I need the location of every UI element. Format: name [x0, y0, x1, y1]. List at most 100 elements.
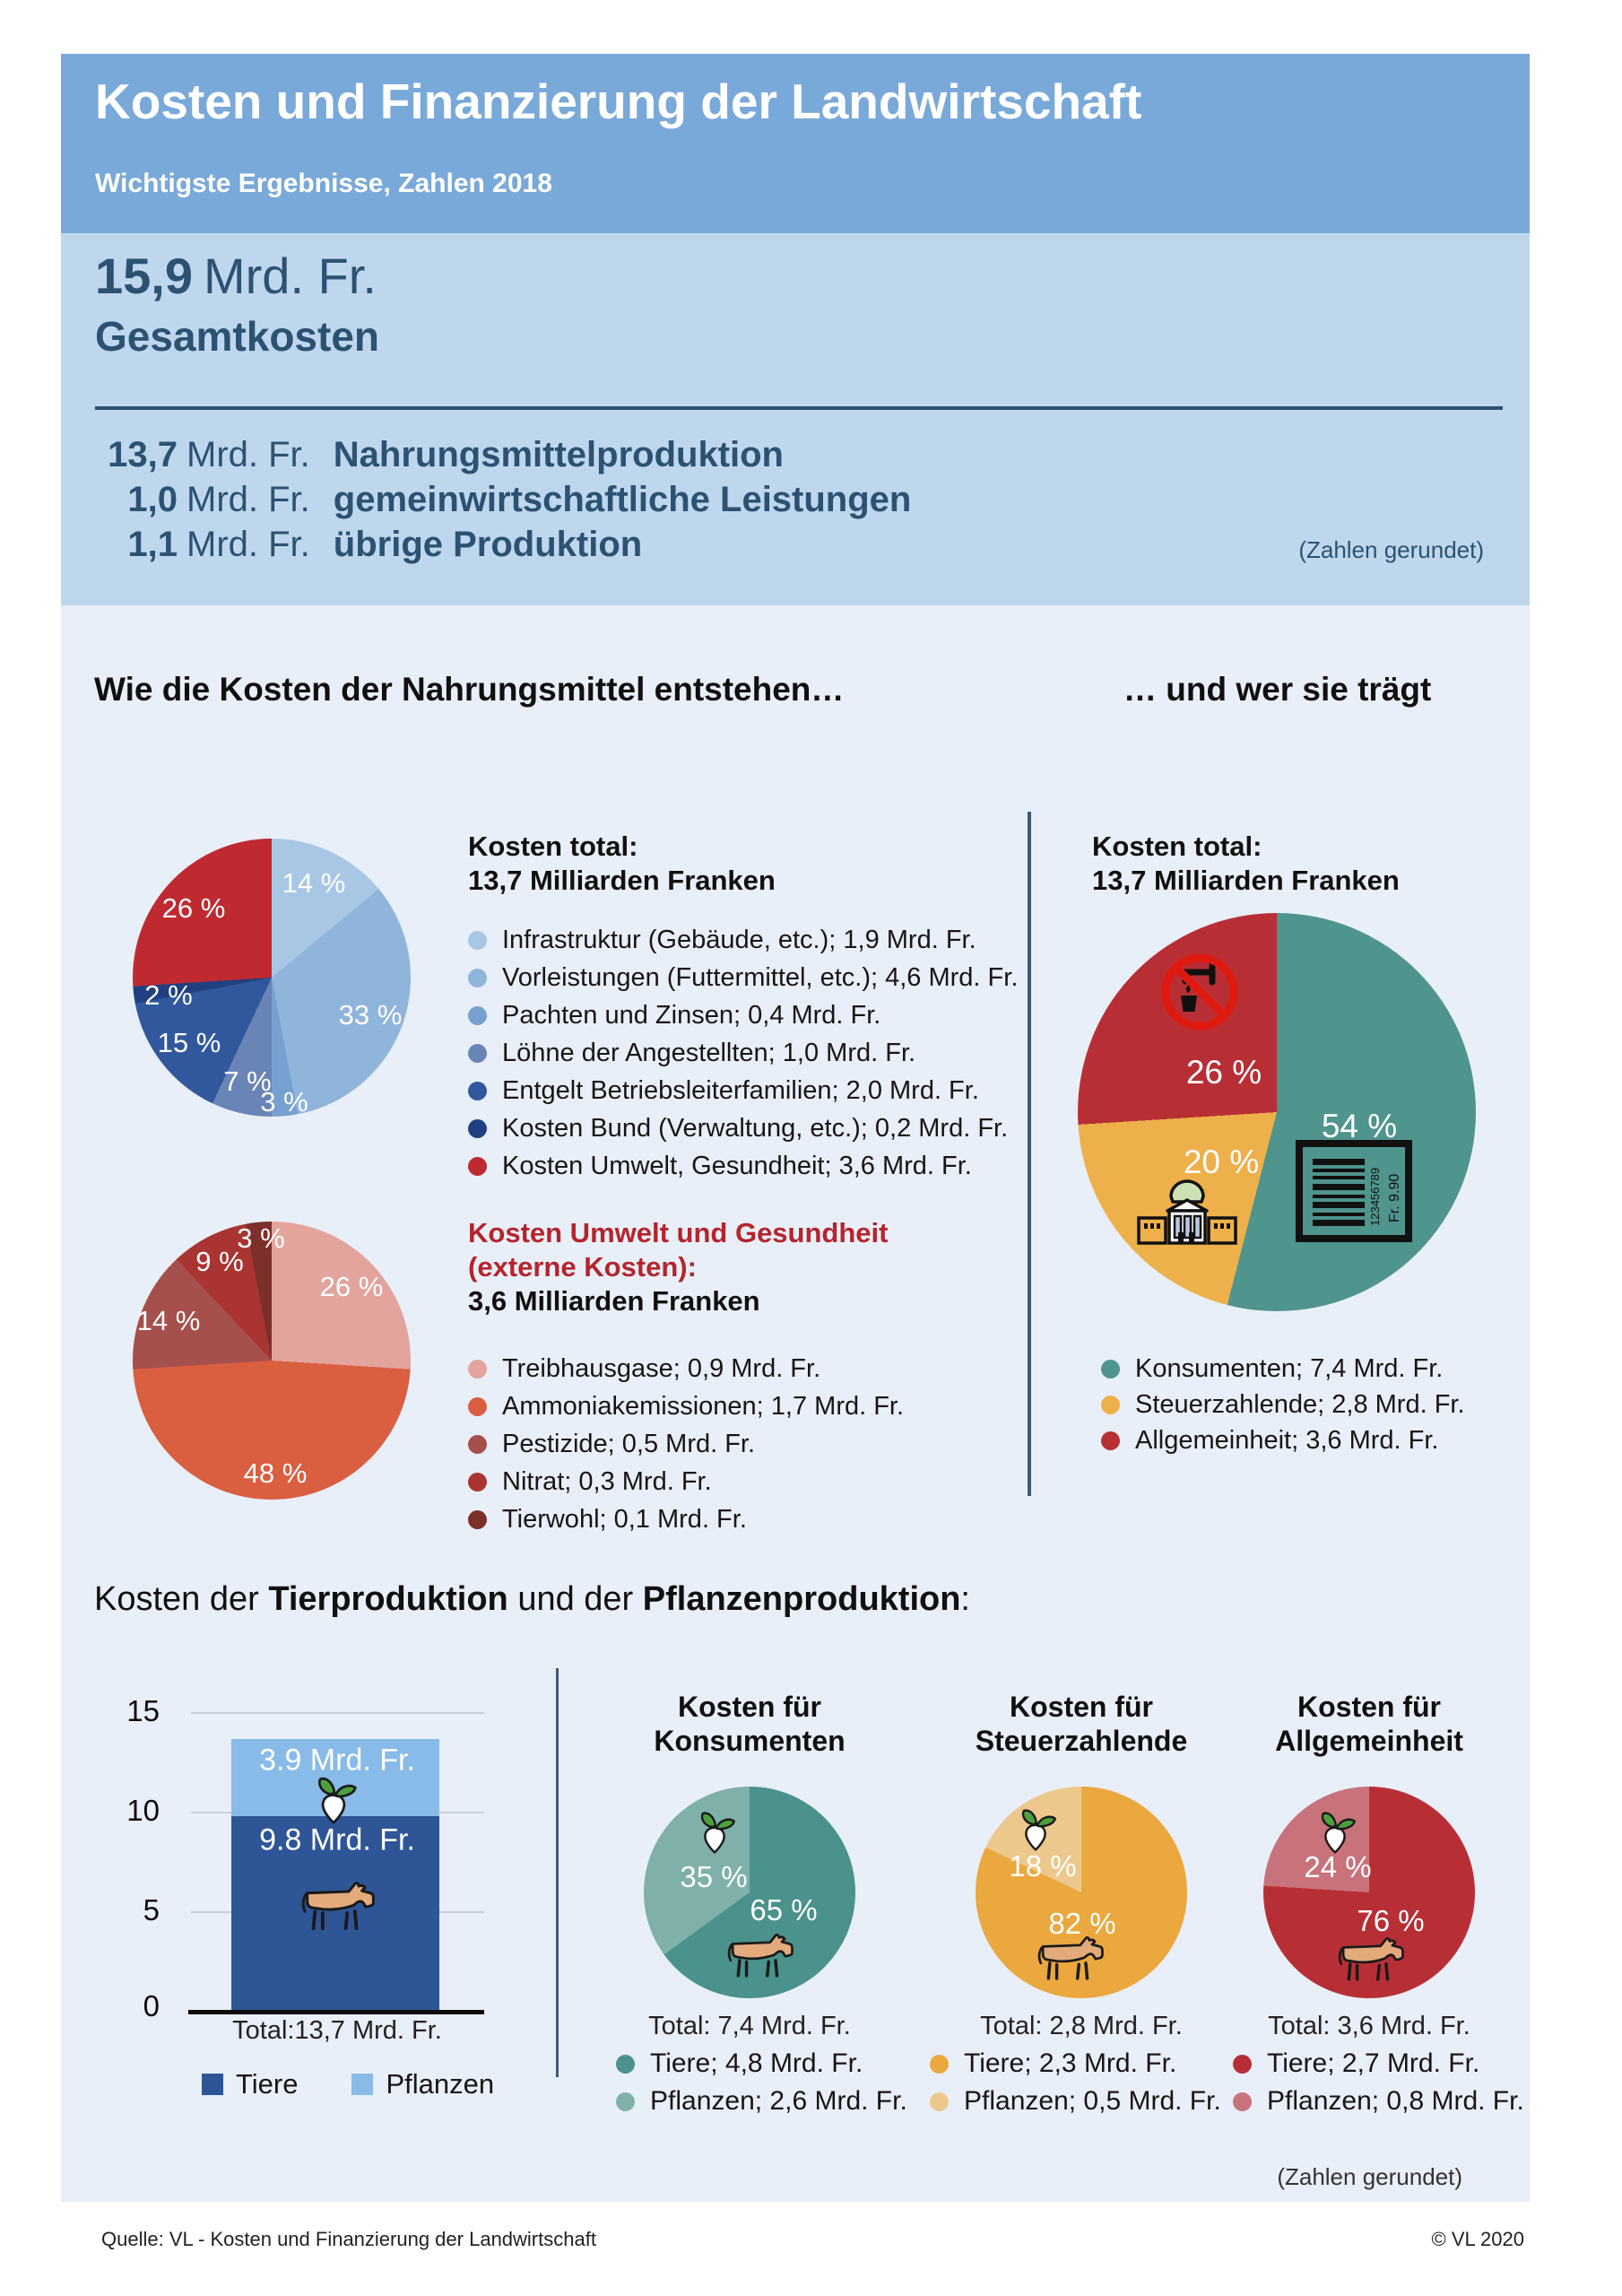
vertical-divider	[556, 1668, 559, 2077]
barcode-number: 123456789	[1368, 1168, 1382, 1226]
legend-title-external-costs: Kosten Umwelt und Gesundheit (externe Ko…	[468, 1216, 888, 1318]
legend-item: Tiere; 2,7 Mrd. Fr.	[1233, 2045, 1524, 2083]
title-line: Steuerzahlende	[975, 1725, 1188, 1757]
small-pie-total: Total: 3,6 Mrd. Fr.	[1268, 2012, 1470, 2040]
turnip-icon	[1321, 1812, 1356, 1854]
bar-legend: Tiere Pflanzen	[202, 2068, 548, 2100]
total-costs-value: 15,9	[95, 248, 193, 304]
legend-dot	[1233, 2092, 1252, 2111]
section-heading-origin: Wie die Kosten der Nahrungsmittel entste…	[94, 671, 845, 708]
divider-line	[95, 406, 1503, 410]
legend-square	[351, 2074, 374, 2095]
summary-row: 1,0 Mrd. Fr. gemeinwirtschaftliche Leistun…	[95, 477, 911, 522]
row-unit: Mrd. Fr.	[186, 435, 310, 474]
legend-item: Kosten Bund (Verwaltung, etc.); 0,2 Mrd.…	[468, 1109, 1018, 1147]
barcode-price: Fr. 9.90	[1387, 1174, 1402, 1222]
legend-square	[202, 2074, 223, 2095]
legend-dot	[468, 1081, 487, 1100]
bar-value-label-tiere: 9.8 Mrd. Fr.	[259, 1822, 415, 1857]
legend-dot	[468, 968, 487, 987]
legend-dot	[468, 1359, 487, 1378]
legend-item-label: Pflanzen; 0,5 Mrd. Fr.	[964, 2086, 1221, 2116]
legend-item-label: Pflanzen; 2,6 Mrd. Fr.	[650, 2086, 907, 2116]
row-label: gemeinwirtschaftliche Leistungen	[333, 480, 912, 519]
legend-item-label: Entgelt Betriebsleiterfamilien; 2,0 Mrd.…	[502, 1075, 979, 1105]
pie-percent-label: 2 %	[144, 979, 193, 1011]
bar-segment-tiere	[231, 1816, 439, 2012]
legend-dot	[468, 1396, 487, 1416]
legend-title-cost-origin: Kosten total: 13,7 Milliarden Franken	[468, 830, 776, 898]
title-line: Allgemeinheit	[1275, 1725, 1463, 1757]
gridline-15	[191, 1712, 484, 1714]
payers-pie-title: Kosten total: 13,7 Milliarden Franken	[1092, 830, 1400, 898]
cow-icon	[727, 1933, 794, 1978]
legend-item: Tierwohl; 0,1 Mrd. Fr.	[468, 1500, 904, 1538]
pie-percent-label: 26 %	[319, 1271, 384, 1302]
pie-percent-label: 14 %	[282, 867, 346, 899]
legend-item: Kosten Umwelt, Gesundheit; 3,6 Mrd. Fr.	[468, 1147, 1018, 1185]
pie-percent-label: 18 %	[1009, 1849, 1077, 1883]
legend-title-line: 13,7 Milliarden Franken	[468, 865, 776, 896]
legend-item-label: Vorleistungen (Futtermittel, etc.); 4,6 …	[502, 962, 1019, 992]
row-value: 1,0	[127, 480, 178, 519]
legend-item: Nitrat; 0,3 Mrd. Fr.	[468, 1463, 904, 1500]
legend-item-label: Löhne der Angestellten; 1,0 Mrd. Fr.	[502, 1038, 916, 1067]
legend-dot	[468, 1509, 487, 1529]
legend-item: Entgelt Betriebsleiterfamilien; 2,0 Mrd.…	[468, 1072, 1018, 1109]
cow-icon	[1338, 1936, 1404, 1981]
legend-item-label: Tiere; 2,7 Mrd. Fr.	[1267, 2048, 1480, 2078]
pie-percent-label: 7 %	[223, 1065, 272, 1097]
summary-row: 1,1 Mrd. Fr. übrige Produktion	[95, 522, 911, 567]
title-line: Kosten für	[678, 1691, 821, 1723]
cow-icon	[301, 1882, 375, 1931]
pie-percent-label: 3 %	[237, 1222, 285, 1254]
title-line: Kosten für	[1297, 1691, 1441, 1723]
legend-item-label: Steuerzahlende; 2,8 Mrd. Fr.	[1135, 1389, 1465, 1419]
pie-percent-label: 20 %	[1183, 1144, 1260, 1180]
pie-percent-label: 26 %	[1185, 1054, 1262, 1091]
pie-percent-label: 24 %	[1304, 1850, 1372, 1883]
page-title: Kosten und Finanzierung der Landwirtscha…	[95, 74, 1142, 129]
pie-chart-payers	[1078, 913, 1476, 1311]
pie-percent-label: 33 %	[338, 999, 403, 1031]
legend-item-label: Tiere; 4,8 Mrd. Fr.	[650, 2048, 863, 2078]
legend-payers: Konsumenten; 7,4 Mrd. Fr. Steuerzahlende…	[1101, 1351, 1465, 1458]
section-heading-payers: … und wer sie trägt	[1123, 671, 1432, 708]
legend-item: Treibhausgase; 0,9 Mrd. Fr.	[468, 1350, 904, 1387]
legend-title-line: Kosten Umwelt und Gesundheit	[468, 1217, 889, 1248]
legend-dot	[468, 1156, 487, 1176]
summary-box: 15,9 Mrd. Fr. Gesamtkosten 13,7 Mrd. Fr. Na…	[61, 233, 1530, 605]
legend-item: Tiere	[202, 2068, 298, 2100]
pie-percent-label: 15 %	[157, 1027, 221, 1058]
legend-item-label: Infrastruktur (Gebäude, etc.); 1,9 Mrd. …	[502, 925, 976, 954]
title-line: Kosten für	[1010, 1691, 1153, 1723]
legend-item-label: Ammoniakemissionen; 1,7 Mrd. Fr.	[502, 1391, 905, 1421]
header-banner: Kosten und Finanzierung der Landwirtscha…	[61, 54, 1530, 233]
legend-konsumenten-split: Tiere; 4,8 Mrd. Fr. Pflanzen; 2,6 Mrd. F…	[616, 2045, 907, 2120]
x-axis-line	[188, 2010, 484, 2014]
legend-item: Vorleistungen (Futtermittel, etc.); 4,6 …	[468, 959, 1018, 996]
y-tick-label: 15	[126, 1694, 160, 1727]
legend-title-line: Kosten total:	[468, 831, 638, 862]
legend-dot	[1101, 1359, 1120, 1378]
legend-item-label: Pestizide; 0,5 Mrd. Fr.	[502, 1429, 756, 1458]
heading-text: Kosten der	[94, 1580, 269, 1618]
pie-chart-steuerzahlende-split	[976, 1787, 1187, 1998]
legend-item: Pflanzen; 2,6 Mrd. Fr.	[616, 2083, 907, 2120]
pie-chart-konsumenten-split	[644, 1787, 855, 1998]
legend-title-line: (externe Kosten):	[468, 1251, 697, 1283]
total-costs-unit: Mrd. Fr.	[204, 248, 377, 304]
pie-percent-label: 3 %	[260, 1086, 308, 1118]
small-pie-title-steuerzahlende: Kosten für Steuerzahlende	[929, 1690, 1234, 1758]
small-pie-title-konsumenten: Kosten für Konsumenten	[597, 1690, 902, 1758]
legend-item-label: Tierwohl; 0,1 Mrd. Fr.	[502, 1504, 747, 1534]
legend-external-costs: Treibhausgase; 0,9 Mrd. Fr. Ammoniakemis…	[468, 1350, 904, 1538]
legend-dot	[1101, 1395, 1120, 1414]
legend-item: Infrastruktur (Gebäude, etc.); 1,9 Mrd. …	[468, 921, 1018, 959]
legend-title-line: 3,6 Milliarden Franken	[468, 1285, 760, 1317]
vertical-divider	[1028, 812, 1031, 1496]
pie-percent-label: 76 %	[1357, 1904, 1425, 1937]
rounding-note: (Zahlen gerundet)	[1298, 536, 1484, 563]
pie-chart-cost-origin	[133, 839, 411, 1117]
